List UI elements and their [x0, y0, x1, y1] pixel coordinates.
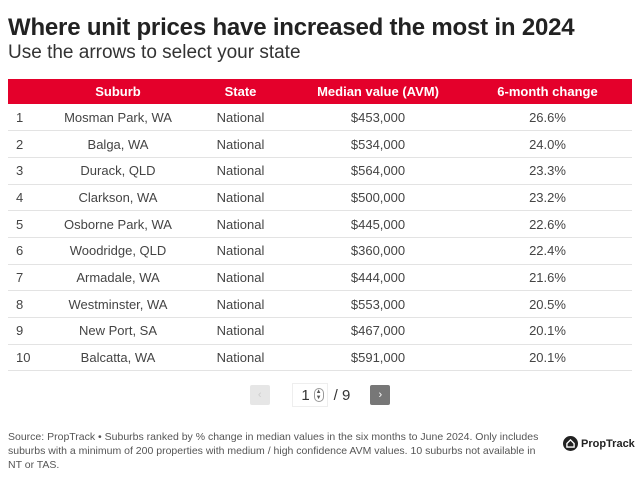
- table-header: Suburb State Median value (AVM) 6-month cha…: [8, 79, 632, 104]
- median-value-cell: $467,000: [293, 317, 463, 345]
- suburb-cell: Durack, QLD: [48, 157, 188, 185]
- table-row: 1 Mosman Park, WA National $453,000 26.6%: [8, 104, 632, 132]
- table-row: 7 Armadale, WA National $444,000 21.6%: [8, 264, 632, 292]
- rank-cell: 3: [8, 157, 48, 185]
- suburb-cell: Mosman Park, WA: [48, 104, 188, 132]
- table-row: 2 Balga, WA National $534,000 24.0%: [8, 130, 632, 158]
- state-cell: National: [188, 264, 293, 292]
- median-value-cell: $534,000: [293, 130, 463, 158]
- state-cell: National: [188, 344, 293, 372]
- state-cell: National: [188, 104, 293, 132]
- change-cell: 24.0%: [463, 130, 632, 158]
- source-note: Source: PropTrack • Suburbs ranked by % …: [8, 431, 539, 471]
- prev-page-button[interactable]: ‹: [249, 385, 270, 405]
- page-subtitle: Use the arrows to select your state: [8, 42, 301, 63]
- proptrack-logo: PropTrack: [563, 436, 635, 451]
- change-cell: 20.1%: [463, 344, 632, 372]
- rank-cell: 4: [8, 184, 48, 212]
- state-cell: National: [188, 237, 293, 265]
- median-value-cell: $500,000: [293, 184, 463, 212]
- change-cell: 23.3%: [463, 157, 632, 185]
- suburb-cell: Balga, WA: [48, 130, 188, 158]
- house-icon: [563, 436, 578, 451]
- suburb-cell: Woodridge, QLD: [48, 237, 188, 265]
- state-cell: National: [188, 210, 293, 238]
- column-header: Median value (AVM): [317, 84, 439, 99]
- page-number: 1: [301, 386, 310, 404]
- change-cell: 23.2%: [463, 184, 632, 212]
- page-total: / 9: [333, 386, 351, 404]
- median-value-cell: $445,000: [293, 210, 463, 238]
- median-value-cell: $591,000: [293, 344, 463, 372]
- rank-cell: 1: [8, 104, 48, 132]
- rank-cell: 9: [8, 317, 48, 345]
- median-value-cell: $553,000: [293, 290, 463, 318]
- next-page-button[interactable]: ›: [370, 385, 391, 405]
- state-cell: National: [188, 157, 293, 185]
- change-cell: 20.5%: [463, 290, 632, 318]
- table-row: 9 New Port, SA National $467,000 20.1%: [8, 317, 632, 345]
- median-value-cell: $564,000: [293, 157, 463, 185]
- suburb-cell: Westminster, WA: [48, 290, 188, 318]
- change-cell: 21.6%: [463, 264, 632, 292]
- table-row: 6 Woodridge, QLD National $360,000 22.4%: [8, 237, 632, 265]
- column-header: State: [224, 84, 257, 99]
- page-title: Where unit prices have increased the mos…: [8, 14, 575, 41]
- rank-cell: 6: [8, 237, 48, 265]
- column-header: 6-month change: [497, 84, 598, 99]
- suburb-cell: Osborne Park, WA: [48, 210, 188, 238]
- column-header: Suburb: [95, 84, 141, 99]
- state-cell: National: [188, 130, 293, 158]
- change-cell: 22.4%: [463, 237, 632, 265]
- suburb-cell: Armadale, WA: [48, 264, 188, 292]
- median-value-cell: $360,000: [293, 237, 463, 265]
- state-cell: National: [188, 290, 293, 318]
- rank-cell: 8: [8, 290, 48, 318]
- table-row: 4 Clarkson, WA National $500,000 23.2%: [8, 184, 632, 212]
- change-cell: 26.6%: [463, 104, 632, 132]
- rank-cell: 10: [8, 344, 48, 372]
- rank-cell: 7: [8, 264, 48, 292]
- change-cell: 20.1%: [463, 317, 632, 345]
- pagination: ‹ 1 ▲ ▼ / 9 ›: [0, 383, 640, 407]
- table-row: 5 Osborne Park, WA National $445,000 22.6%: [8, 210, 632, 238]
- rank-cell: 5: [8, 210, 48, 238]
- suburb-cell: Clarkson, WA: [48, 184, 188, 212]
- price-table: Suburb State Median value (AVM) 6-month cha…: [8, 79, 632, 372]
- table-row: 10 Balcatta, WA National $591,000 20.1%: [8, 344, 632, 372]
- table-row: 8 Westminster, WA National $553,000 20.5%: [8, 290, 632, 318]
- change-cell: 22.6%: [463, 210, 632, 238]
- table-row: 3 Durack, QLD National $564,000 23.3%: [8, 157, 632, 185]
- column-header: [8, 79, 48, 104]
- median-value-cell: $444,000: [293, 264, 463, 292]
- suburb-cell: Balcatta, WA: [48, 344, 188, 372]
- suburb-cell: New Port, SA: [48, 317, 188, 345]
- state-cell: National: [188, 317, 293, 345]
- page-input[interactable]: 1 ▲ ▼: [291, 383, 328, 407]
- rank-cell: 2: [8, 130, 48, 158]
- state-cell: National: [188, 184, 293, 212]
- spinner-icon[interactable]: ▲ ▼: [313, 388, 324, 402]
- logo-text: PropTrack: [581, 437, 635, 450]
- median-value-cell: $453,000: [293, 104, 463, 132]
